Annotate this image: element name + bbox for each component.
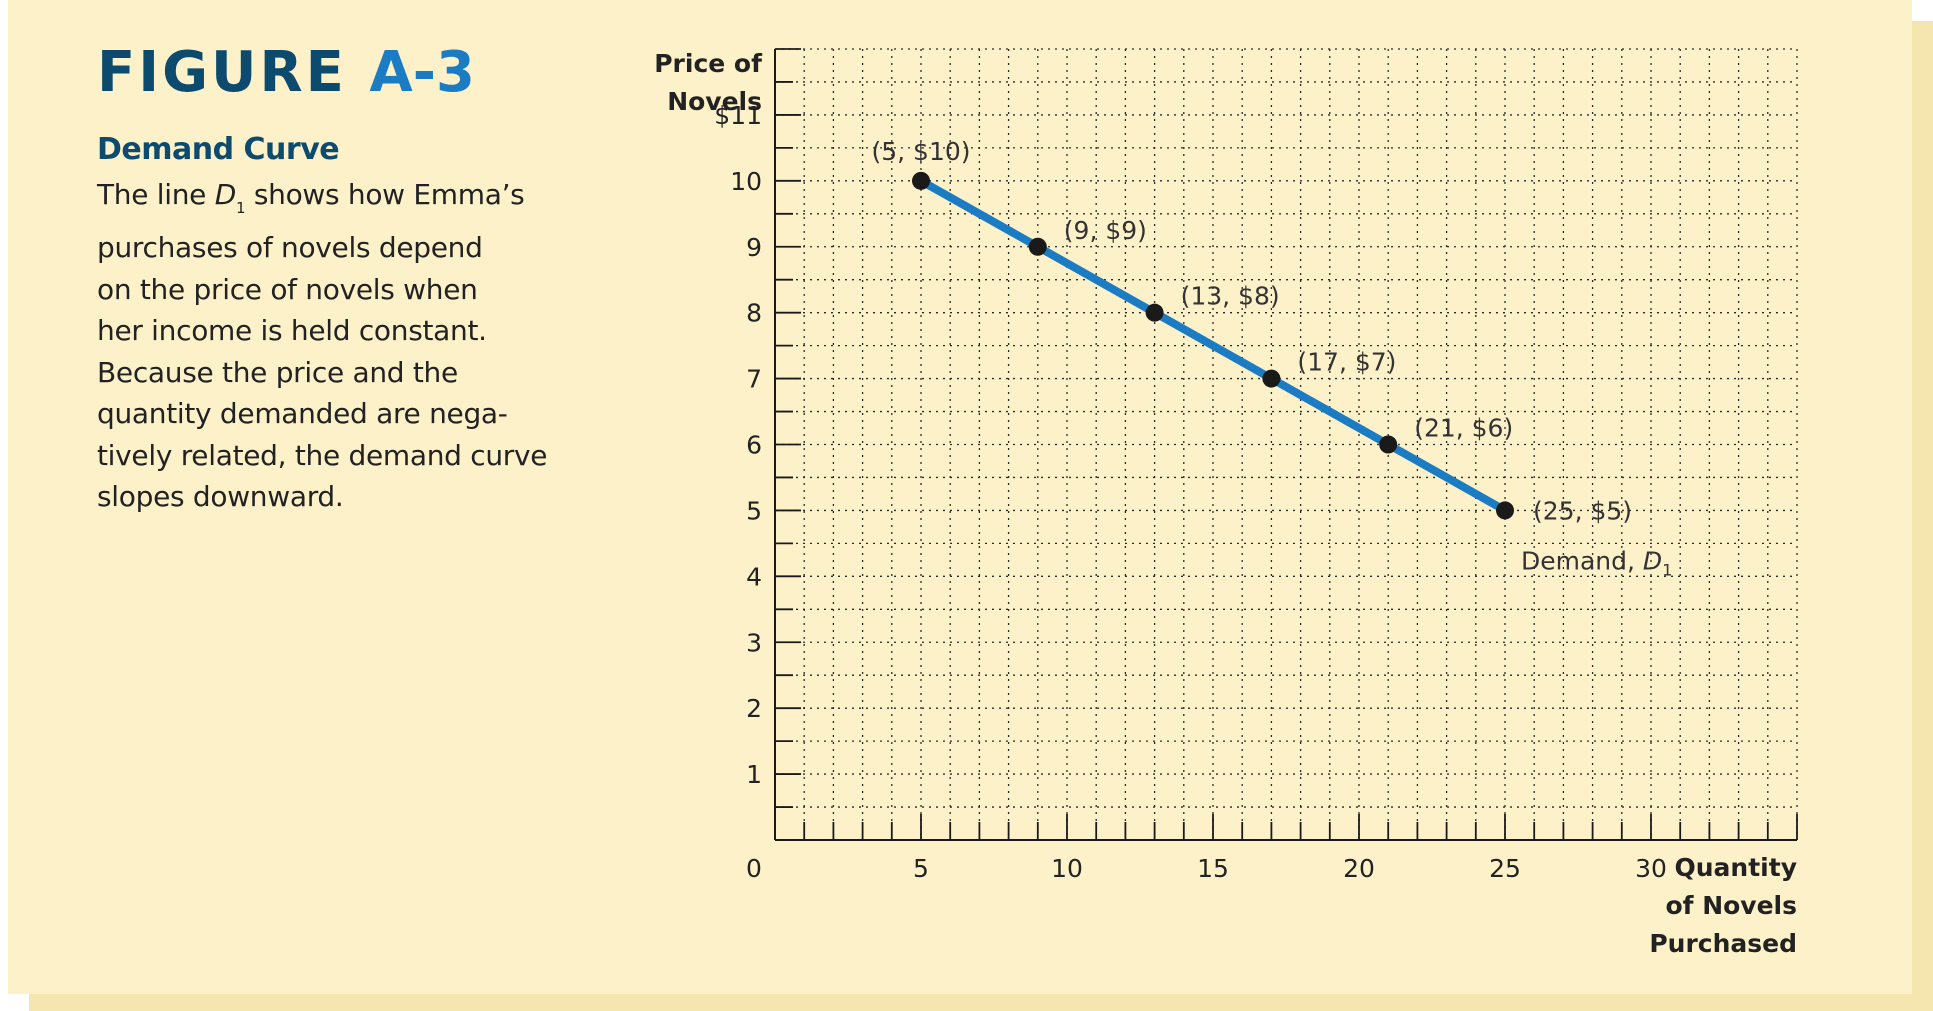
data-point — [1496, 501, 1514, 520]
data-point-label: (21, $6) — [1414, 414, 1513, 443]
description-line: on the price of novels when — [97, 272, 478, 306]
data-point-label: (5, $10) — [871, 137, 970, 166]
description-line: slopes downward. — [97, 480, 344, 514]
data-point-label: (13, $8) — [1181, 282, 1280, 311]
x-tick-label: 20 — [1343, 854, 1375, 883]
data-point-label: (25, $5) — [1533, 496, 1632, 525]
y-tick-label: $11 — [714, 101, 762, 130]
data-point — [1145, 303, 1164, 322]
data-point — [1379, 435, 1398, 454]
axis-ticks — [775, 48, 1798, 840]
data-point-label: (17, $7) — [1297, 348, 1396, 377]
data-point — [1262, 369, 1281, 388]
description-line: Because the price and the — [97, 355, 458, 389]
y-tick-label: 2 — [746, 694, 762, 723]
y-tick-label: 3 — [746, 628, 762, 657]
figure-number: A-3 — [369, 40, 475, 105]
x-tick-label: 5 — [913, 854, 929, 883]
figure-subtitle: Demand Curve — [97, 132, 340, 167]
x-axis-title-line: of Novels — [1665, 891, 1797, 920]
y-tick-label: 5 — [746, 496, 762, 525]
chart-grid — [775, 48, 1798, 840]
x-axis-title-line: Purchased — [1649, 929, 1797, 958]
description-line: quantity demanded are nega- — [97, 397, 508, 431]
x-tick-label: 0 — [746, 854, 762, 883]
data-point — [1028, 237, 1047, 256]
data-point — [912, 171, 930, 190]
chart-series — [912, 171, 1514, 520]
series-label-text: Demand, — [1521, 546, 1643, 575]
description-line: The line D1 shows how Emma’s — [97, 174, 577, 227]
y-tick-label: 10 — [730, 167, 762, 196]
x-tick-label: 25 — [1489, 854, 1521, 883]
description-line: purchases of novels depend — [97, 231, 483, 265]
description-line: tively related, the demand curve — [97, 438, 548, 472]
demand-symbol: D — [214, 178, 237, 211]
x-tick-label: 30 — [1635, 854, 1667, 883]
demand-curve-line — [917, 176, 1509, 515]
series-label: Demand, D1 — [1521, 546, 1672, 579]
x-tick-label: 15 — [1197, 854, 1229, 883]
y-tick-label: 9 — [746, 233, 762, 262]
y-axis-title-line: Novels — [667, 87, 762, 116]
y-tick-label: 8 — [746, 299, 762, 328]
y-tick-label: 1 — [746, 760, 762, 789]
description-text: The line — [97, 178, 215, 211]
x-axis-title-line: Quantity — [1675, 853, 1798, 882]
figure-title: FIGURE A-3 — [97, 36, 475, 110]
series-label-symbol: D — [1643, 546, 1662, 575]
description-text: shows how Emma’s — [245, 178, 525, 211]
demand-subscript: 1 — [235, 198, 246, 217]
figure-description: The line D1 shows how Emma’s purchases of… — [97, 174, 577, 518]
y-axis-title-line: Price of — [654, 49, 763, 78]
figure-panel — [8, 0, 1912, 994]
data-point-label: (9, $9) — [1064, 216, 1147, 245]
y-tick-label: 6 — [746, 431, 762, 460]
figure-label: FIGURE — [97, 40, 347, 105]
y-tick-label: 4 — [746, 562, 762, 591]
series-label-subscript: 1 — [1662, 560, 1672, 579]
description-line: her income is held constant. — [97, 314, 487, 348]
x-tick-label: 10 — [1051, 854, 1083, 883]
y-tick-label: 7 — [746, 365, 762, 394]
